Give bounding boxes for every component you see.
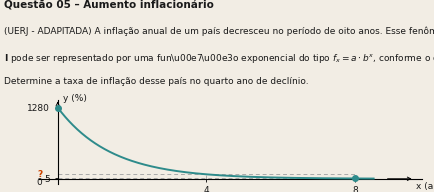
Text: Determine a taxa de inflação desse país no quarto ano de declínio.: Determine a taxa de inflação desse país …: [4, 77, 308, 86]
Text: (UERJ - ADAPITADA) A inflação anual de um país decresceu no período de oito anos: (UERJ - ADAPITADA) A inflação anual de u…: [4, 27, 434, 36]
Text: x (anos): x (anos): [415, 182, 434, 191]
Text: 0: 0: [36, 178, 42, 187]
Text: $\mathbf{I}$ pode ser representado por uma fun\u00e7\u00e3o exponencial do tipo : $\mathbf{I}$ pode ser representado por u…: [4, 52, 434, 65]
Text: ?: ?: [37, 170, 43, 179]
Text: Questão 05 – Aumento inflacionário: Questão 05 – Aumento inflacionário: [4, 1, 214, 11]
Text: y (%): y (%): [63, 94, 87, 103]
